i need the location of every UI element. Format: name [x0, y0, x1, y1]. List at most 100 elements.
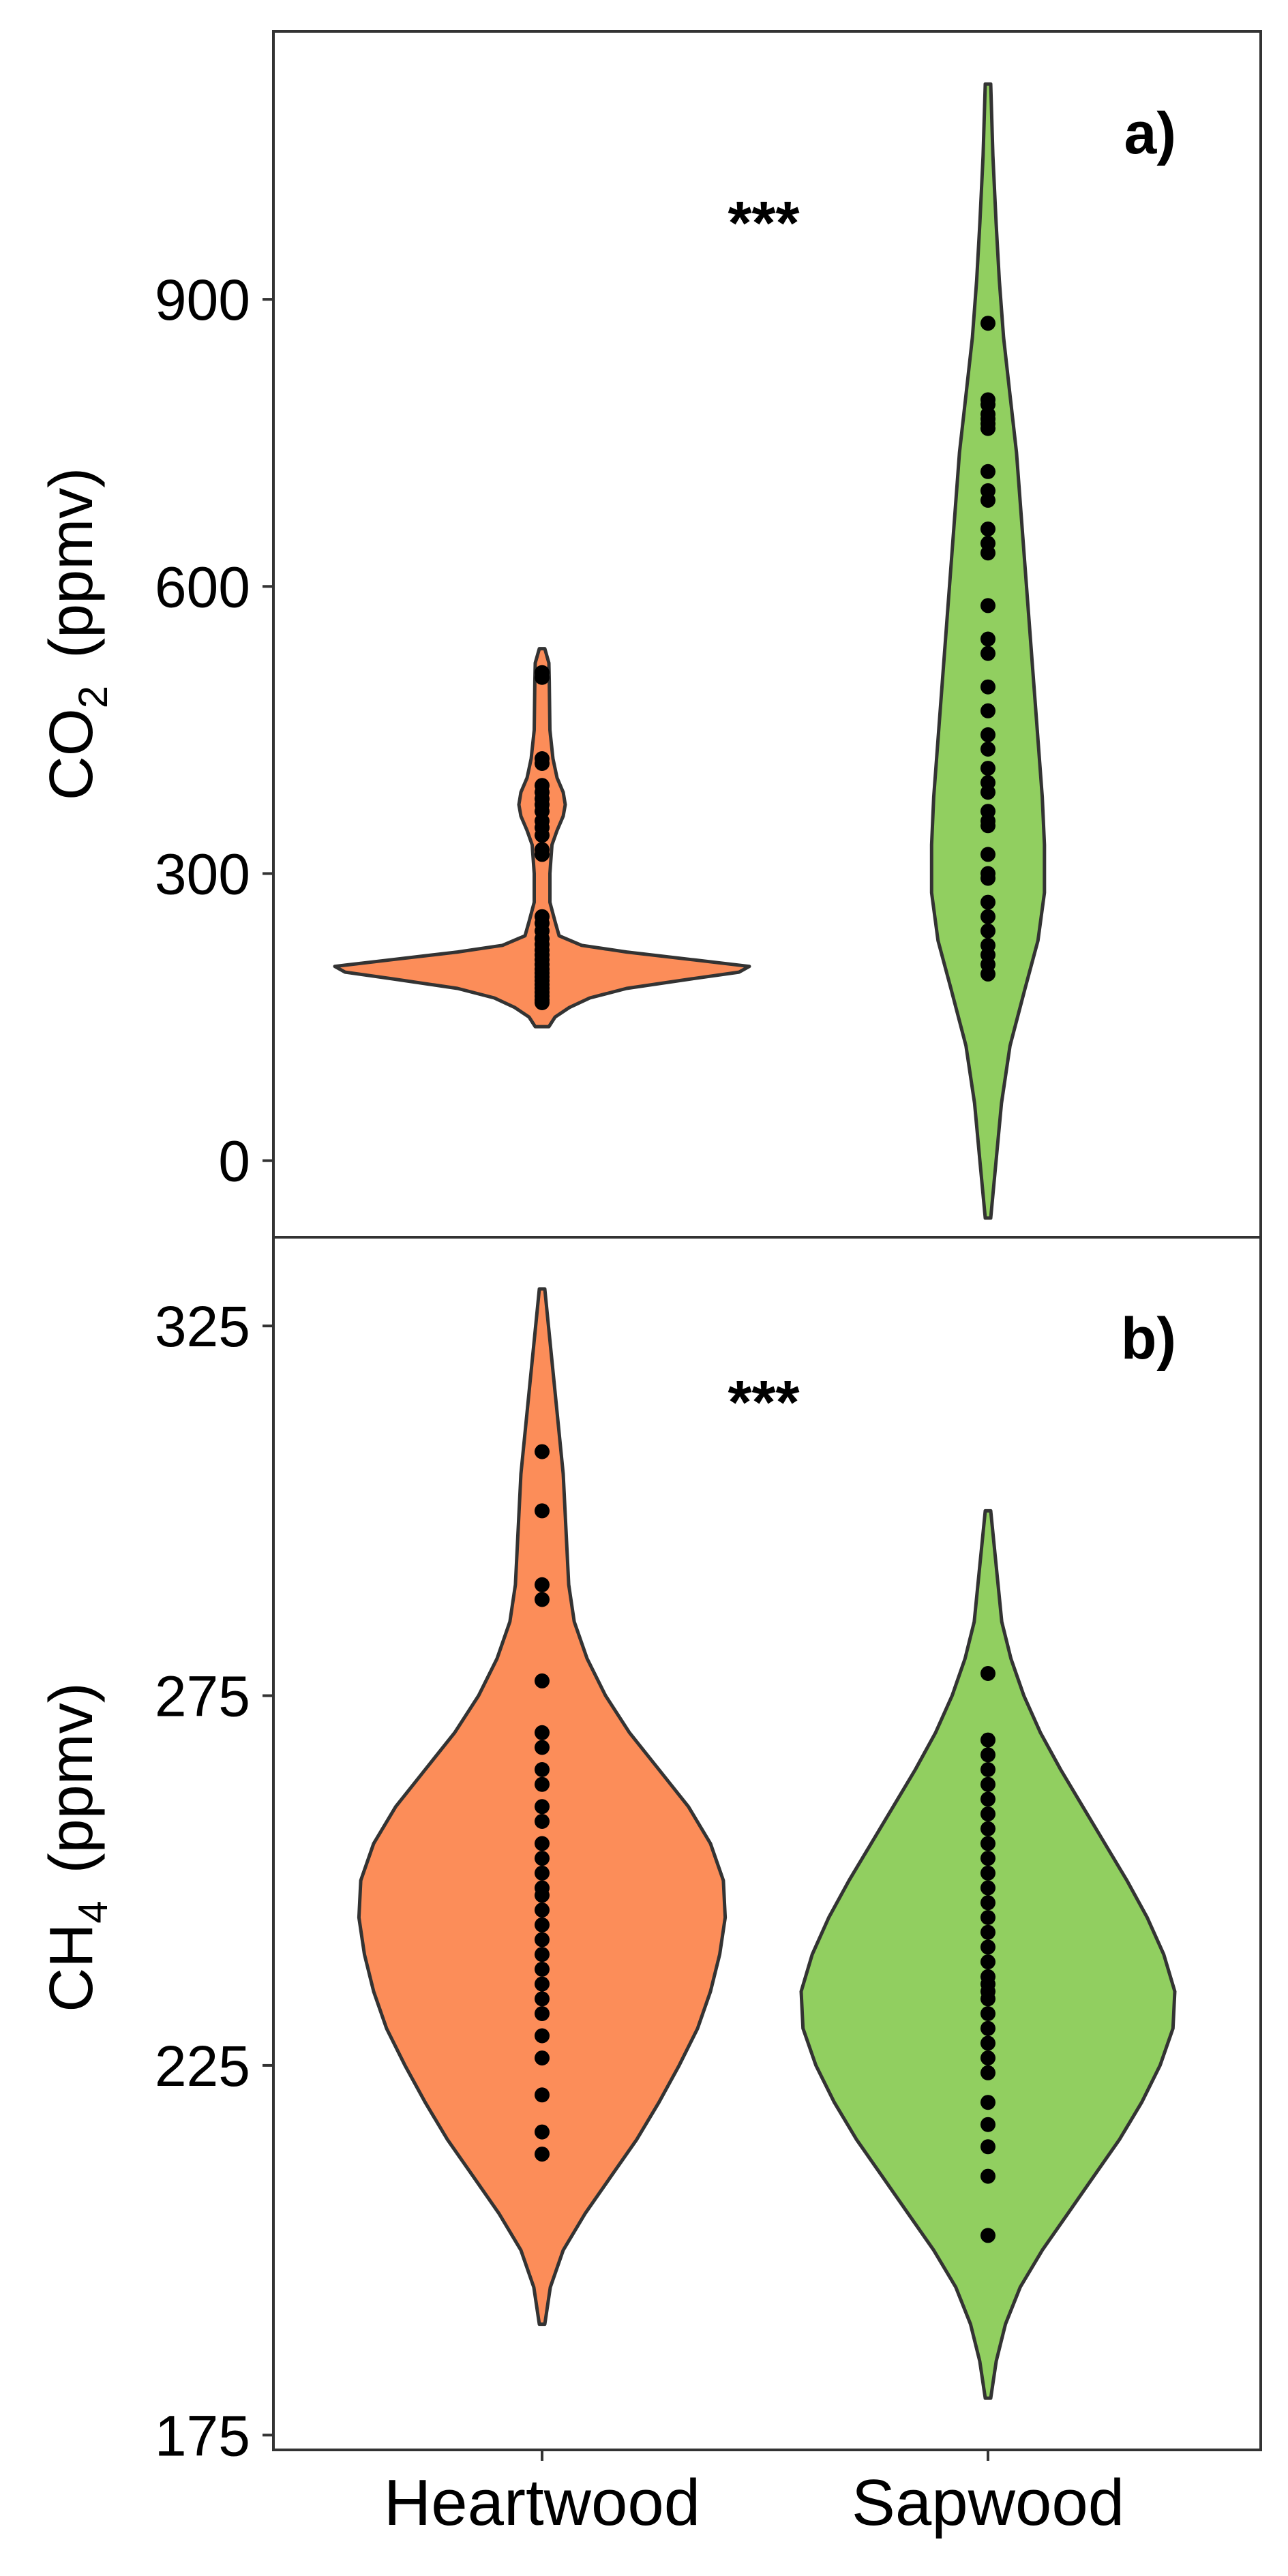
panel-b-points	[535, 1444, 995, 2243]
y-tick-label: 225	[155, 2034, 250, 2098]
x-tick-label-sapwood: Sapwood	[852, 2466, 1124, 2539]
data-point-sapwood	[980, 761, 995, 776]
data-point-sapwood	[980, 1954, 995, 1970]
panel-a-y-axis: 0 300 600 900	[155, 268, 273, 1194]
data-point-sapwood	[980, 492, 995, 508]
data-point-sapwood	[980, 1732, 995, 1748]
data-point-heartwood	[535, 2050, 550, 2066]
panel-a-ylabel-sub: 2	[70, 686, 116, 708]
data-point-heartwood	[535, 1932, 550, 1948]
data-point-heartwood	[535, 828, 550, 843]
y-tick-label: 325	[155, 1294, 250, 1359]
panel-b-x-axis: Heartwood Sapwood	[384, 2450, 1124, 2539]
data-point-sapwood	[980, 847, 995, 862]
y-tick-label: 600	[155, 555, 250, 619]
data-point-heartwood	[535, 1851, 550, 1866]
data-point-heartwood	[535, 2006, 550, 2021]
data-point-sapwood	[980, 631, 995, 647]
data-point-sapwood	[980, 909, 995, 924]
data-point-heartwood	[535, 669, 550, 685]
panel-b-y-axis: 175 225 275 325	[155, 1294, 273, 2468]
data-point-sapwood	[980, 679, 995, 695]
data-point-sapwood	[980, 1836, 995, 1851]
data-point-sapwood	[980, 464, 995, 479]
data-point-sapwood	[980, 646, 995, 661]
panel-b-significance: ***	[728, 1369, 799, 1437]
data-point-sapwood	[980, 1851, 995, 1866]
data-point-sapwood	[980, 316, 995, 331]
panel-a-points	[535, 316, 995, 1010]
panel-b-ylabel-unit: (ppmv)	[38, 1682, 106, 1873]
data-point-sapwood	[980, 923, 995, 939]
data-point-heartwood	[535, 1776, 550, 1792]
data-point-sapwood	[980, 727, 995, 742]
panel-a-ylabel-unit: (ppmv)	[38, 468, 106, 658]
data-point-heartwood	[535, 1991, 550, 2007]
data-point-sapwood	[980, 1791, 995, 1807]
panel-b: 175 225 275 325 Heartwood Sapwood b) *** CH4…	[38, 1236, 1262, 2539]
panel-a-violins	[333, 82, 1047, 1220]
data-point-sapwood	[980, 1747, 995, 1763]
data-point-sapwood	[980, 1939, 995, 1955]
data-point-sapwood	[980, 2050, 995, 2066]
data-point-heartwood	[535, 1444, 550, 1459]
data-point-sapwood	[980, 1806, 995, 1822]
data-point-heartwood	[535, 1577, 550, 1592]
data-point-heartwood	[535, 1947, 550, 1963]
panel-b-y-axis-title: CH4 (ppmv)	[38, 1682, 116, 2012]
data-point-heartwood	[535, 1917, 550, 1933]
data-point-sapwood	[980, 2065, 995, 2080]
data-point-sapwood	[980, 1666, 995, 1681]
data-point-sapwood	[980, 870, 995, 886]
panel-b-frame	[272, 1236, 1262, 2451]
data-point-sapwood	[980, 2228, 995, 2243]
panel-a-ylabel-main: CO	[38, 708, 106, 800]
data-point-sapwood	[980, 2139, 995, 2155]
data-point-heartwood	[535, 1592, 550, 1607]
data-point-sapwood	[980, 1865, 995, 1881]
data-point-heartwood	[535, 2028, 550, 2044]
data-point-sapwood	[980, 2095, 995, 2110]
data-point-heartwood	[535, 1836, 550, 1851]
data-point-sapwood	[980, 894, 995, 910]
data-point-sapwood	[980, 598, 995, 613]
data-point-sapwood	[980, 1910, 995, 1925]
data-point-heartwood	[535, 2147, 550, 2162]
data-point-sapwood	[980, 1924, 995, 1940]
data-point-sapwood	[980, 521, 995, 537]
data-point-sapwood	[980, 2006, 995, 2021]
y-tick-label: 275	[155, 1665, 250, 1729]
data-point-heartwood	[535, 1961, 550, 1977]
y-tick-label: 300	[155, 842, 250, 906]
data-point-heartwood	[535, 1673, 550, 1688]
data-point-heartwood	[535, 1814, 550, 1829]
panel-b-ylabel-main: CH	[38, 1924, 106, 2012]
data-point-heartwood	[535, 1976, 550, 1992]
data-point-heartwood	[535, 2087, 550, 2103]
data-point-heartwood	[535, 1799, 550, 1815]
data-point-sapwood	[980, 2035, 995, 2051]
data-point-heartwood	[535, 1903, 550, 1918]
data-point-heartwood	[535, 847, 550, 862]
data-point-heartwood	[535, 1740, 550, 1755]
panel-a-significance: ***	[728, 190, 799, 258]
y-tick-label: 175	[155, 2404, 250, 2468]
y-tick-label: 0	[218, 1130, 250, 1194]
data-point-sapwood	[980, 2020, 995, 2036]
data-point-sapwood	[980, 2168, 995, 2184]
data-point-heartwood	[535, 2124, 550, 2140]
x-tick-label-heartwood: Heartwood	[384, 2466, 700, 2539]
y-tick-label: 900	[155, 268, 250, 332]
data-point-sapwood	[980, 1776, 995, 1792]
panel-b-label: b)	[1121, 1306, 1176, 1372]
data-point-sapwood	[980, 421, 995, 436]
panel-a-y-axis-title: CO2 (ppmv)	[38, 468, 116, 800]
panel-a-label: a)	[1124, 101, 1176, 166]
data-point-heartwood	[535, 756, 550, 771]
data-point-sapwood	[980, 1991, 995, 2007]
data-point-heartwood	[535, 1503, 550, 1519]
data-point-sapwood	[980, 1762, 995, 1777]
data-point-heartwood	[535, 1888, 550, 1903]
data-point-heartwood	[535, 995, 550, 1010]
data-point-sapwood	[980, 742, 995, 757]
